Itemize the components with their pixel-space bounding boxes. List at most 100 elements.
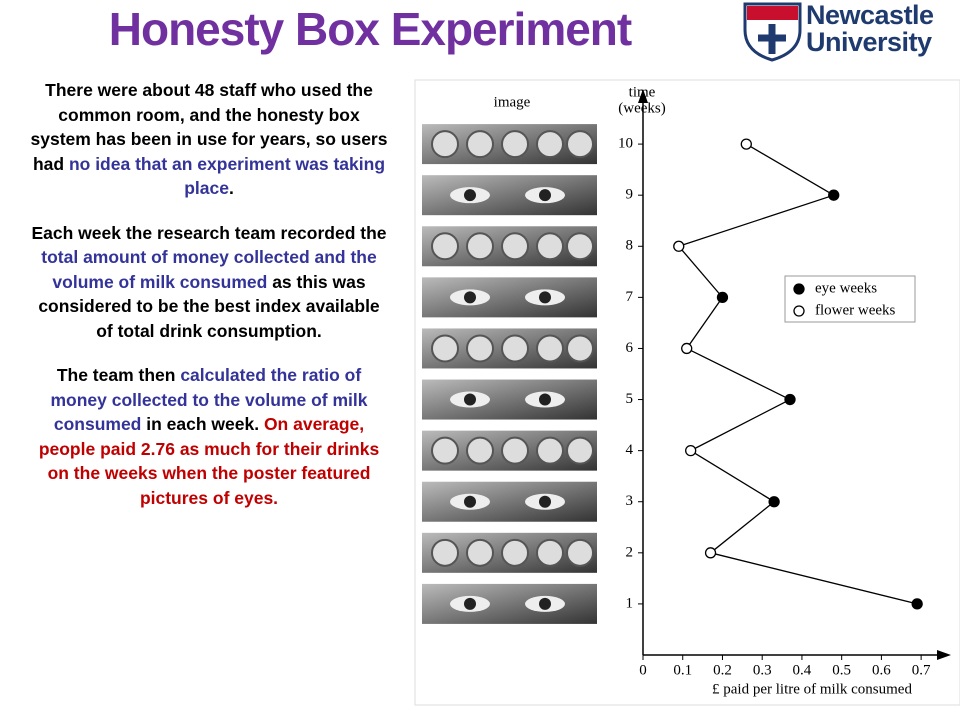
eye-iris: [464, 495, 476, 508]
text-column: There were about 48 staff who used the c…: [28, 78, 390, 530]
text-run: .: [228, 178, 234, 198]
legend-marker: [793, 305, 805, 317]
connector: [690, 450, 775, 503]
flower: [536, 334, 564, 363]
poster-image: [422, 277, 597, 318]
y-tick-label: 3: [626, 493, 634, 509]
eye-iris: [539, 495, 551, 508]
x-tick-label: 0: [639, 662, 647, 678]
logo-line: University: [806, 27, 932, 57]
y-tick-label: 4: [626, 442, 634, 458]
eye-iris: [464, 393, 476, 406]
x-tick-label: 0.5: [832, 662, 851, 678]
eye-iris: [464, 189, 476, 202]
x-tick-label: 0.3: [753, 662, 772, 678]
connector: [678, 194, 834, 247]
flower: [501, 130, 529, 159]
legend-box: [784, 275, 916, 323]
eye-iris: [539, 597, 551, 610]
poster-image: [422, 379, 597, 420]
point: [828, 189, 840, 201]
flower: [536, 538, 564, 567]
x-tick-label: 0.4: [793, 662, 812, 678]
paragraph: Each week the research team recorded the…: [28, 221, 390, 344]
y-tick-label: 10: [618, 136, 633, 152]
text-run: no idea that an experiment was taking pl…: [68, 153, 386, 199]
y-tick-label: 6: [626, 340, 634, 356]
image-label: image: [494, 94, 531, 110]
y-tick-label: 5: [626, 391, 634, 407]
text-run: There were about 48 staff who used the c…: [30, 80, 388, 174]
legend-label: flower weeks: [815, 302, 896, 318]
flower: [501, 334, 529, 363]
y-label: (weeks): [618, 100, 665, 116]
text-run: calculated the ratio of money collected …: [50, 365, 368, 434]
y-tick-label: 9: [626, 187, 634, 203]
flower: [431, 538, 459, 567]
flower: [431, 334, 459, 363]
text-run: total amount of money collected and the …: [41, 247, 377, 292]
poster-image: [422, 583, 597, 624]
point: [673, 240, 685, 252]
paragraph: There were about 48 staff who used the c…: [28, 78, 390, 201]
x-tick-label: 0.1: [673, 662, 692, 678]
text-run: Each week the research team recorded the: [31, 222, 387, 243]
point: [911, 598, 923, 610]
eye-iris: [539, 291, 551, 304]
point: [704, 547, 717, 559]
point: [768, 496, 780, 508]
y-tick-label: 7: [626, 289, 634, 305]
flower: [566, 538, 594, 567]
point: [784, 393, 796, 406]
flower: [501, 538, 529, 567]
point: [685, 444, 697, 457]
title: Honesty Box Experiment: [108, 3, 632, 55]
legend-label: eye weeks: [815, 280, 877, 296]
y-tick-label: 2: [626, 544, 634, 560]
flower: [501, 232, 529, 261]
x-label: £ paid per litre of milk consumed: [712, 681, 912, 697]
x-axis-arrow: [937, 650, 951, 660]
flower: [501, 436, 529, 465]
flower: [566, 334, 594, 363]
y-tick-label: 8: [626, 238, 634, 254]
eye-iris: [464, 597, 476, 610]
text-run: The team then: [56, 365, 181, 385]
connector: [710, 552, 918, 605]
flower: [566, 232, 594, 261]
x-tick-label: 0.7: [912, 662, 931, 678]
flower: [466, 436, 494, 465]
eye-iris: [539, 393, 551, 406]
text-run: in each week.: [141, 414, 264, 434]
eye-iris: [539, 189, 551, 202]
flower: [466, 232, 494, 261]
poster-image: [422, 481, 597, 522]
connector: [686, 347, 791, 401]
flower: [466, 334, 494, 363]
y-axis-arrow: [638, 89, 648, 103]
point: [681, 342, 693, 355]
logo-line: Newcastle: [806, 0, 934, 30]
flower: [431, 232, 459, 261]
x-tick-label: 0.6: [872, 662, 891, 678]
flower: [536, 232, 564, 261]
logo-shield: [743, 2, 802, 62]
point: [740, 138, 752, 150]
logo: Newcastle University: [806, 2, 934, 56]
flower: [536, 436, 564, 465]
connector: [686, 296, 723, 349]
paragraph: The team then calculated the ratio of mo…: [28, 363, 390, 510]
connector: [710, 501, 775, 554]
connector: [690, 398, 791, 452]
text-run: On average, people paid 2.76 as much for…: [38, 414, 380, 508]
connector: [678, 245, 723, 298]
x-tick-label: 0.2: [713, 662, 732, 678]
flower: [536, 130, 564, 159]
text-run: as this was considered to be the best in…: [38, 271, 380, 341]
poster-image: [422, 175, 597, 216]
flower: [466, 538, 494, 567]
legend-marker: [793, 283, 805, 295]
eye-iris: [464, 291, 476, 304]
